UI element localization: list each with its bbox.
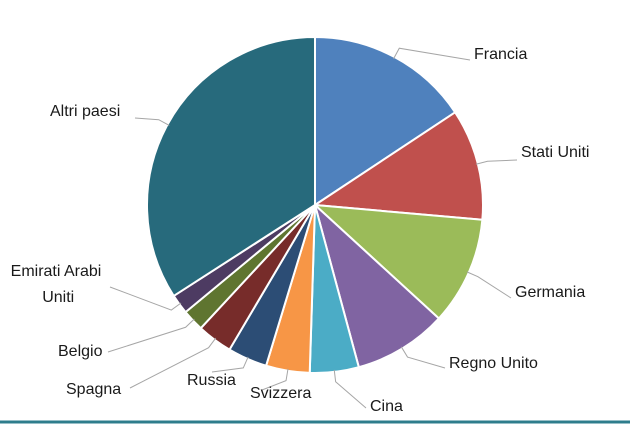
slice-label: Emirati Arabi Uniti	[11, 263, 102, 306]
leader-line	[109, 286, 182, 311]
slice-label: Spagna	[66, 381, 121, 398]
leader-line	[333, 369, 367, 409]
leader-line	[393, 47, 471, 61]
leader-line	[211, 356, 249, 373]
slice-label: Belgio	[58, 343, 103, 360]
slice-label: Stati Uniti	[521, 144, 589, 161]
slice-label: Russia	[187, 372, 236, 389]
leader-line	[261, 368, 289, 391]
leader-line	[107, 318, 195, 353]
leader-line	[400, 346, 446, 369]
slice-label: Cina	[370, 398, 403, 415]
leader-line	[475, 159, 518, 165]
slice-label: Svizzera	[250, 385, 311, 402]
slice-label: Regno Unito	[449, 355, 538, 372]
slice-label: Germania	[515, 284, 585, 301]
slice-label: Francia	[474, 46, 527, 63]
leader-line	[134, 117, 170, 126]
leader-line	[129, 337, 217, 389]
slice-label: Altri paesi	[50, 103, 120, 120]
leader-line	[466, 271, 512, 299]
